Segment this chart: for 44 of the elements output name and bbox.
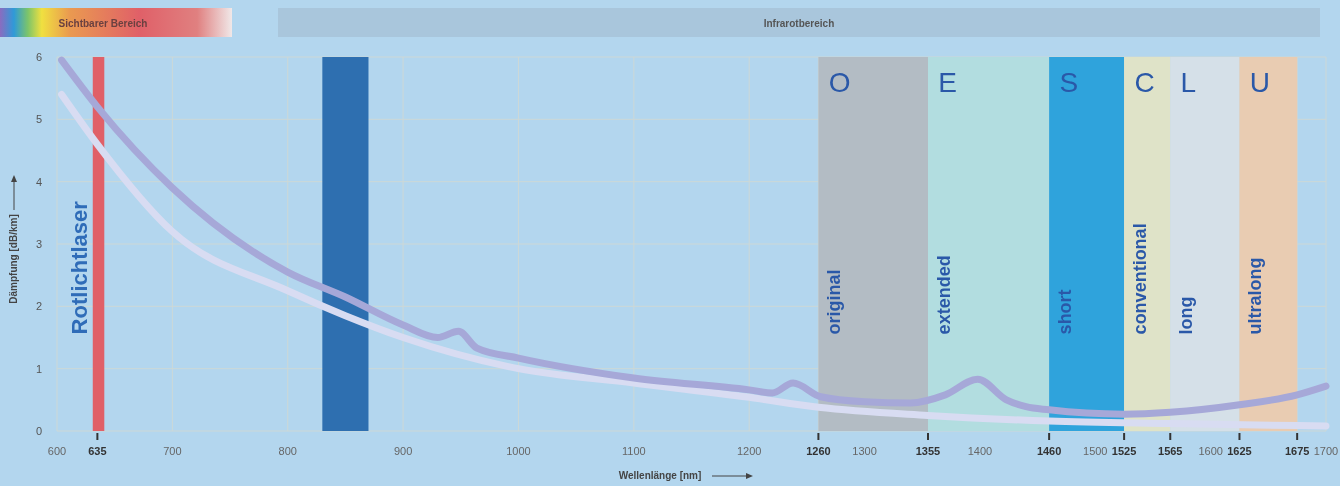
annotation: L: [1180, 66, 1197, 98]
band-label: original: [824, 269, 845, 335]
text: Infrarotbereich: [763, 18, 835, 29]
band-label: extended: [934, 255, 954, 335]
text: Sichtbarer Bereich: [58, 18, 148, 29]
x-tick-label: 1300: [852, 445, 877, 457]
x-tick-label: 1565: [1158, 445, 1183, 457]
band-label: ultralong: [1245, 257, 1266, 335]
x-tick-label: 1200: [736, 445, 762, 457]
annotation: E: [938, 66, 957, 98]
annotation: C: [1134, 66, 1155, 98]
x-tick-label: 1460: [1036, 445, 1062, 457]
band-label: conventional: [1130, 223, 1151, 335]
x-tick-label: 1625: [1227, 445, 1252, 457]
x-tick-label: 1500: [1083, 445, 1108, 457]
x-tick-label: 700: [163, 445, 182, 457]
y-tick-label: 4: [35, 175, 43, 188]
x-tick-label: 1400: [967, 445, 993, 457]
y-tick-label: 0: [35, 425, 43, 437]
x-tick-label: 635: [88, 445, 107, 457]
band-label: Rotlichtlaser: [66, 200, 92, 335]
x-tick-label: 1355: [915, 445, 941, 457]
x-tick-label: 600: [47, 445, 67, 457]
y-tick-label: 2: [35, 300, 43, 313]
x-tick-label: 1525: [1111, 445, 1137, 457]
band-label: short: [1055, 289, 1076, 335]
x-tick-label: 1260: [806, 445, 831, 457]
y-tick-label: 1: [35, 362, 43, 375]
x-tick-label: 1600: [1198, 445, 1223, 457]
x-tick-label: 1700: [1313, 445, 1339, 457]
x-axis-title: Wellenlänge [nm]: [618, 470, 702, 481]
x-tick-label: 900: [393, 445, 413, 457]
y-axis-title: Dämpfung [dB/km]: [8, 214, 19, 304]
annotation: U: [1249, 66, 1271, 98]
y-tick-label: 3: [35, 238, 43, 250]
annotation: O: [828, 66, 851, 98]
annotation: S: [1059, 66, 1079, 98]
band-label: long: [1176, 296, 1197, 335]
x-tick-label: 1000: [506, 445, 531, 457]
x-tick-label: 1100: [621, 445, 646, 457]
y-tick-label: 6: [35, 51, 43, 63]
y-tick-label: 5: [35, 113, 43, 126]
x-tick-label: 1675: [1284, 445, 1310, 457]
x-tick-label: 800: [278, 445, 297, 457]
